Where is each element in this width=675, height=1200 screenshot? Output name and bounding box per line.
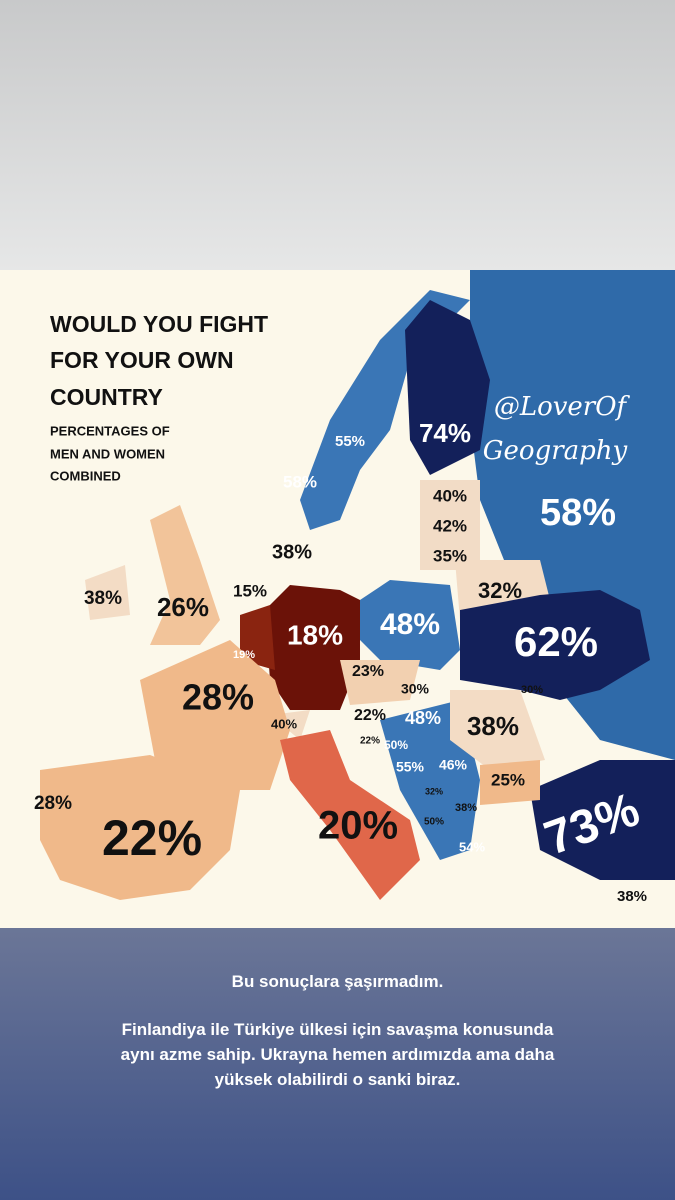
finland: [405, 300, 490, 475]
country-label: 58%: [540, 492, 616, 534]
country-label: 22%: [354, 707, 386, 724]
scandinavia: [300, 290, 470, 530]
ukraine: [460, 590, 650, 700]
map-title: COUNTRY: [50, 384, 163, 410]
country-label: 23%: [352, 663, 384, 680]
country-label: 18%: [287, 619, 343, 650]
country-label: 40%: [271, 716, 297, 731]
map-image: WOULD YOU FIGHT FOR YOUR OWN COUNTRY PER…: [0, 270, 675, 928]
poland: [360, 580, 460, 670]
country-label: 54%: [459, 839, 485, 854]
ireland: [85, 565, 130, 620]
france: [140, 640, 290, 790]
romania: [450, 690, 545, 770]
country-label: 30%: [521, 684, 543, 696]
country-label: 55%: [335, 433, 365, 450]
caption-line: yüksek olabilirdi o sanki biraz.: [214, 1070, 461, 1089]
benelux: [240, 605, 275, 670]
caption-line: aynı azme sahip. Ukrayna hemen ardımızda…: [120, 1045, 555, 1064]
country-label: 20%: [318, 804, 398, 848]
country-label: 35%: [433, 546, 467, 565]
map-subtitle: COMBINED: [50, 468, 121, 483]
map-title: FOR YOUR OWN: [50, 347, 234, 373]
central-europe: [340, 660, 420, 705]
caption-line: Bu sonuçlara şaşırmadım.: [231, 972, 444, 991]
country-label: 40%: [433, 486, 467, 505]
top-bar: [0, 0, 675, 270]
spain: [40, 755, 240, 900]
country-label: 25%: [491, 770, 525, 789]
country-label: 38%: [272, 541, 312, 563]
watermark: @LoverOf: [494, 392, 631, 422]
country-label: 58%: [283, 472, 317, 491]
caption-line: Finlandiya ile Türkiye ülkesi için savaş…: [121, 1020, 554, 1039]
country-label: 50%: [384, 738, 408, 752]
country-label: 74%: [419, 418, 471, 448]
country-label: 55%: [396, 759, 425, 775]
country-label: 38%: [617, 888, 647, 905]
country-label: 42%: [433, 516, 467, 535]
country-label: 22%: [102, 810, 202, 866]
country-label: 15%: [233, 581, 267, 600]
country-label: 28%: [182, 677, 254, 718]
map-subtitle: MEN AND WOMEN: [50, 446, 165, 461]
country-label: 32%: [478, 578, 522, 603]
country-label: 48%: [380, 608, 440, 641]
uk: [150, 505, 220, 645]
italy: [280, 730, 420, 900]
country-label: 50%: [424, 817, 444, 828]
country-label: 48%: [405, 708, 441, 728]
country-label: 26%: [157, 592, 209, 622]
caption-area: Bu sonuçlara şaşırmadım. Finlandiya ile …: [0, 928, 675, 1200]
map-title: WOULD YOU FIGHT: [50, 311, 268, 337]
country-label: 38%: [455, 802, 477, 814]
baltics: [420, 480, 480, 570]
bulgaria: [480, 760, 540, 805]
watermark: Geography: [483, 436, 628, 466]
germany: [265, 585, 360, 710]
country-label: 38%: [84, 588, 122, 609]
country-label: 30%: [401, 681, 430, 697]
country-label: 28%: [34, 793, 72, 814]
country-label: 22%: [360, 736, 380, 747]
country-label: 32%: [425, 786, 443, 796]
turkey: [530, 760, 675, 880]
country-label: 46%: [439, 757, 468, 773]
country-label: 38%: [467, 711, 519, 741]
map-subtitle: PERCENTAGES OF: [50, 423, 170, 438]
country-label: 19%: [233, 649, 255, 661]
country-label: 62%: [514, 618, 598, 665]
